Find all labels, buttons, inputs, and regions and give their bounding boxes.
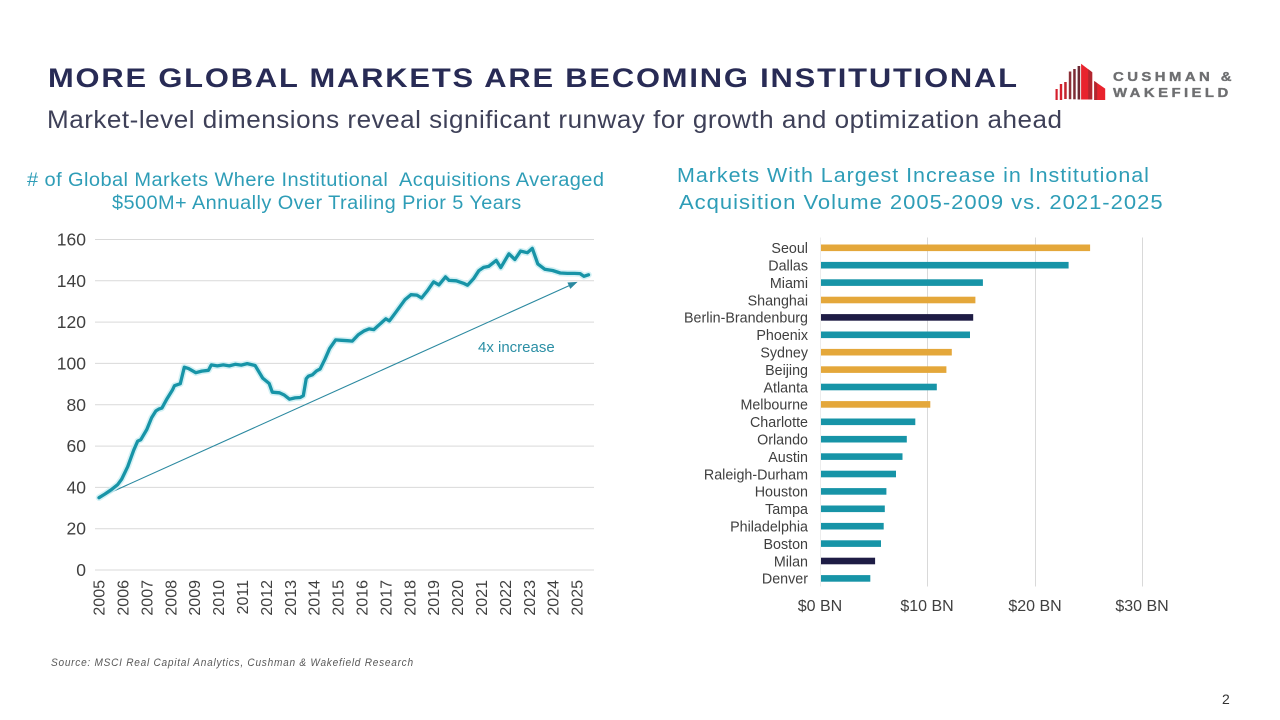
svg-text:Boston: Boston xyxy=(763,537,808,553)
svg-text:Denver: Denver xyxy=(762,572,808,588)
svg-text:Berlin-Brandenburg: Berlin-Brandenburg xyxy=(684,311,808,327)
svg-text:2025: 2025 xyxy=(570,580,587,616)
svg-text:Phoenix: Phoenix xyxy=(756,328,808,344)
svg-text:$10 BN: $10 BN xyxy=(900,598,953,615)
svg-text:Charlotte: Charlotte xyxy=(750,415,808,431)
svg-text:120: 120 xyxy=(57,312,86,332)
svg-text:2011: 2011 xyxy=(235,580,252,615)
svg-text:2021: 2021 xyxy=(474,580,491,616)
svg-text:$0 BN: $0 BN xyxy=(798,598,842,615)
svg-text:2017: 2017 xyxy=(378,580,395,616)
svg-text:Beijing: Beijing xyxy=(765,363,808,379)
svg-text:2022: 2022 xyxy=(498,580,515,616)
svg-text:2009: 2009 xyxy=(187,580,204,616)
svg-text:Sydney: Sydney xyxy=(760,346,809,362)
svg-text:2008: 2008 xyxy=(163,580,180,616)
svg-text:160: 160 xyxy=(57,230,86,250)
svg-text:Miami: Miami xyxy=(770,276,808,292)
svg-text:2023: 2023 xyxy=(522,580,539,616)
svg-text:Orlando: Orlando xyxy=(757,433,808,449)
svg-text:Milan: Milan xyxy=(774,554,808,570)
svg-text:2007: 2007 xyxy=(139,580,156,616)
svg-text:Philadelphia: Philadelphia xyxy=(730,520,808,536)
svg-text:2013: 2013 xyxy=(283,580,300,616)
svg-text:2015: 2015 xyxy=(331,580,348,616)
svg-text:Dallas: Dallas xyxy=(768,259,808,275)
svg-text:60: 60 xyxy=(67,436,87,456)
svg-text:Atlanta: Atlanta xyxy=(763,380,808,396)
svg-text:Seoul: Seoul xyxy=(771,241,808,257)
svg-text:Melbourne: Melbourne xyxy=(740,398,808,414)
svg-text:2014: 2014 xyxy=(307,580,324,616)
svg-text:4x increase: 4x increase xyxy=(478,339,555,356)
svg-text:2010: 2010 xyxy=(211,580,228,616)
svg-text:2016: 2016 xyxy=(355,580,372,616)
svg-text:100: 100 xyxy=(57,353,86,373)
svg-text:Houston: Houston xyxy=(755,485,808,501)
svg-text:$20 BN: $20 BN xyxy=(1008,598,1061,615)
svg-text:40: 40 xyxy=(67,477,87,497)
svg-text:80: 80 xyxy=(67,395,87,415)
svg-text:140: 140 xyxy=(57,271,86,291)
svg-text:2005: 2005 xyxy=(92,580,109,616)
svg-text:2006: 2006 xyxy=(116,580,133,616)
svg-text:0: 0 xyxy=(76,560,86,580)
svg-text:Tampa: Tampa xyxy=(765,502,808,518)
svg-text:Shanghai: Shanghai xyxy=(748,293,808,309)
svg-text:Austin: Austin xyxy=(768,450,808,466)
svg-text:20: 20 xyxy=(67,519,87,539)
svg-text:2020: 2020 xyxy=(450,580,467,616)
svg-text:2018: 2018 xyxy=(402,580,419,616)
svg-text:Raleigh-Durham: Raleigh-Durham xyxy=(704,467,808,483)
svg-text:$30 BN: $30 BN xyxy=(1115,598,1168,615)
svg-text:2024: 2024 xyxy=(546,580,563,616)
svg-text:2019: 2019 xyxy=(426,580,443,616)
svg-text:2012: 2012 xyxy=(259,580,276,616)
